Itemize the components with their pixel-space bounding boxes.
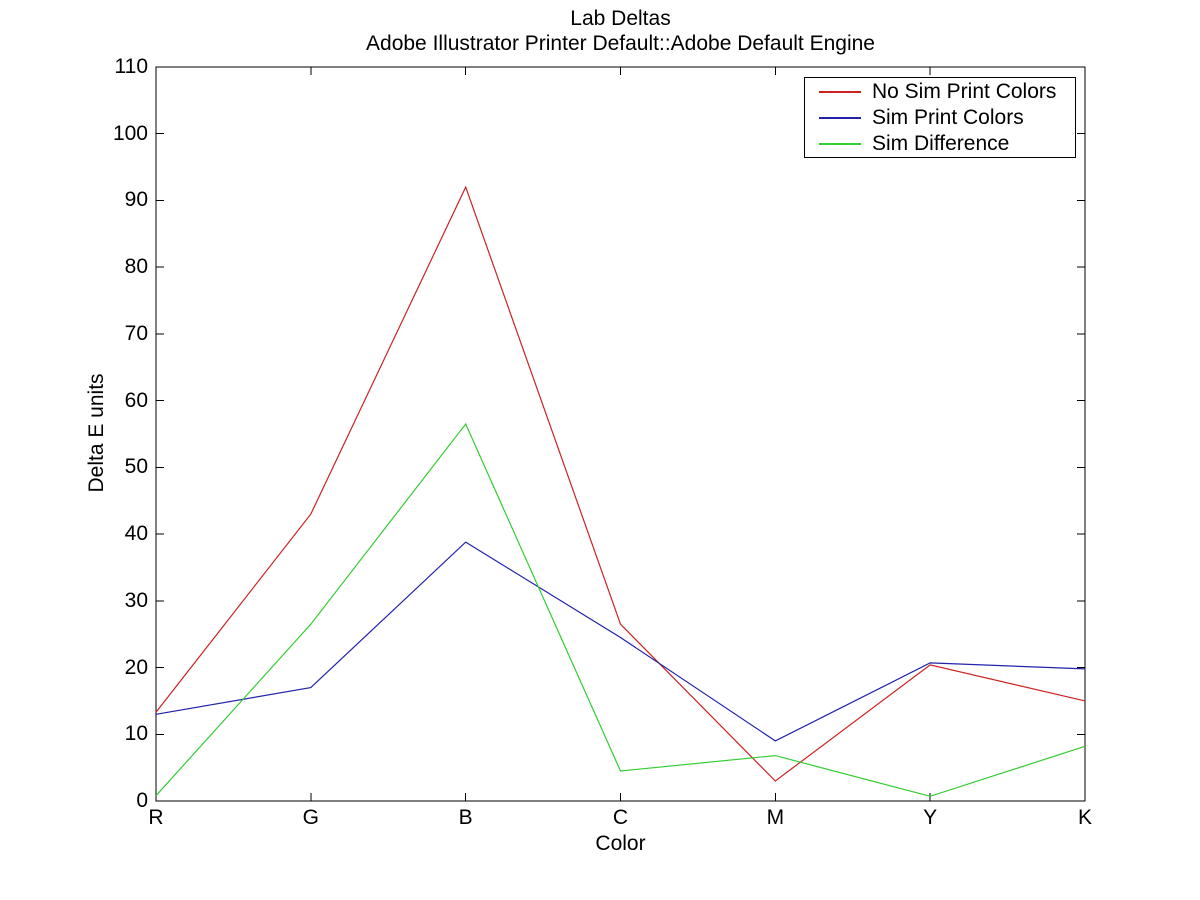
y-tick-label: 70: [124, 321, 148, 345]
x-axis-label: Color: [595, 832, 646, 855]
chart-subtitle: Adobe Illustrator Printer Default::Adobe…: [366, 32, 875, 55]
y-tick-label: 100: [112, 121, 148, 145]
legend-line-sample: [819, 116, 861, 119]
y-tick-label: 50: [124, 455, 148, 479]
x-tick-label: M: [766, 806, 785, 829]
y-tick-label: 10: [124, 722, 148, 746]
x-tick-label: G: [302, 806, 319, 829]
x-tick-label: K: [1077, 806, 1092, 829]
plot-border: [155, 66, 1086, 802]
series-line-2: [155, 422, 1086, 797]
title-block: Lab Deltas Adobe Illustrator Printer Def…: [156, 6, 1085, 56]
series-line-1: [155, 541, 1086, 742]
chart-title: Lab Deltas: [570, 7, 671, 30]
x-tick-label: B: [458, 806, 473, 829]
y-tick-label: 80: [124, 255, 148, 279]
legend-item-label: Sim Difference: [872, 131, 1010, 155]
legend-item: No Sim Print Colors: [805, 79, 1075, 105]
x-tick-label: R: [148, 806, 164, 829]
legend-item-label: No Sim Print Colors: [872, 79, 1057, 103]
legend-item: Sim Difference: [805, 131, 1075, 157]
y-tick-label: 20: [124, 655, 148, 679]
legend: No Sim Print Colors Sim Print Colors Sim D…: [804, 77, 1076, 158]
y-tick-label: 90: [124, 188, 148, 212]
legend-line-sample: [819, 90, 861, 93]
series-line-0: [155, 185, 1086, 782]
y-tick-label: 110: [114, 55, 148, 78]
y-tick-label: 30: [124, 588, 148, 612]
legend-item-label: Sim Print Colors: [872, 105, 1024, 129]
x-tick-label: C: [612, 806, 629, 829]
y-tick-label: 60: [124, 388, 148, 412]
legend-item: Sim Print Colors: [805, 105, 1075, 131]
y-tick-label: 40: [124, 522, 148, 546]
y-tick-label: 0: [136, 789, 148, 812]
x-tick-label: Y: [923, 806, 938, 829]
legend-line-sample: [819, 142, 861, 145]
